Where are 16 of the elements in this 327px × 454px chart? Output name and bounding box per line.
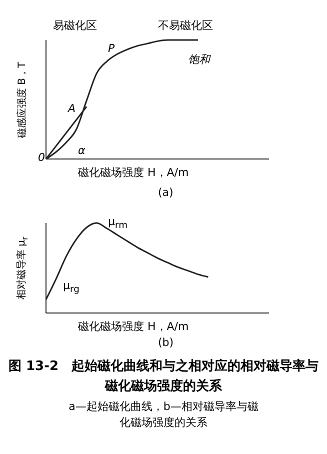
text: 易磁化区 [53, 18, 97, 33]
text: (a) [158, 186, 174, 199]
annotation: 饱和 [188, 52, 210, 67]
annotation: μ$_{rm}$ [108, 215, 128, 232]
annotation: μ$_{rg}$ [63, 279, 80, 296]
text: 不易磁化区 [158, 18, 213, 33]
text: (b) [158, 336, 174, 349]
text: 图 13-2 起始磁化曲线和与之相对应的相对磁导率与磁化磁场强度的关系 [8, 358, 319, 396]
text: a—起始磁化曲线，b—相对磁导率与磁化磁场强度的关系 [68, 399, 260, 431]
x-axis-title: 磁化磁场强度 H，A/m [78, 319, 189, 334]
annotation: A [68, 102, 76, 115]
annotation: α [78, 144, 86, 157]
x-axis-title: 磁化磁场强度 H，A/m [78, 165, 189, 180]
annotation: P [108, 42, 115, 55]
text: 0 [38, 151, 45, 164]
y-axis-title: 磁感应强度 B，T [16, 61, 29, 138]
